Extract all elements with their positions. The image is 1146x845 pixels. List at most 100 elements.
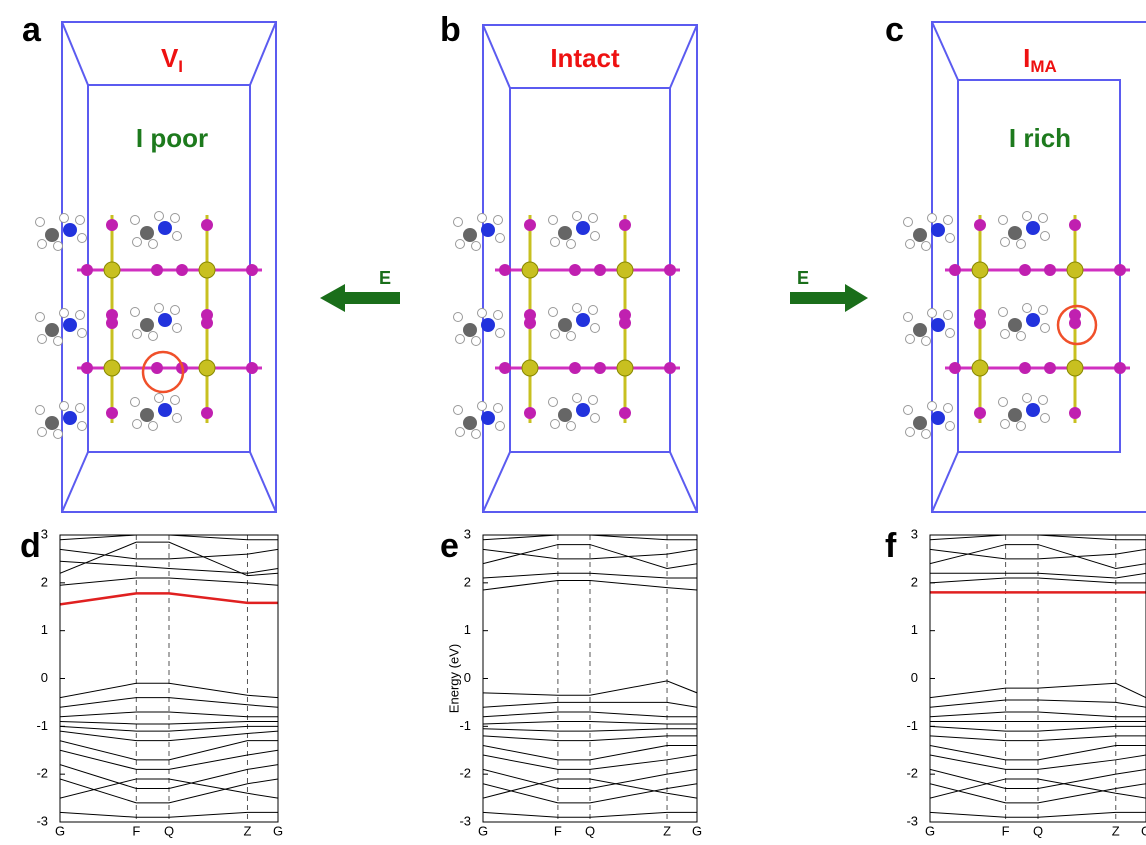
hydrogen-atom	[945, 233, 955, 243]
y-tick-label: 2	[41, 574, 48, 589]
iodine-atom	[524, 219, 536, 231]
x-tick-label: F	[132, 823, 140, 838]
defect-marker	[141, 350, 185, 394]
hydrogen-atom	[927, 213, 937, 223]
nitrogen-atom	[1026, 221, 1040, 235]
band-line	[483, 721, 697, 725]
iodine-atom	[106, 407, 118, 419]
hydrogen-atom	[35, 217, 45, 227]
hydrogen-atom	[471, 336, 481, 346]
y-tick-label: -2	[906, 766, 918, 781]
iodine-atom	[664, 362, 676, 374]
hydrogen-atom	[453, 217, 463, 227]
nitrogen-atom	[158, 313, 172, 327]
iodine-atom	[524, 317, 536, 329]
hydrogen-atom	[1038, 213, 1048, 223]
band-line	[60, 749, 278, 770]
band-line	[930, 711, 1146, 718]
hydrogen-atom	[35, 312, 45, 322]
hydrogen-atom	[170, 305, 180, 315]
panel-letter: e	[440, 527, 459, 565]
hydrogen-atom	[172, 323, 182, 333]
hydrogen-atom	[148, 331, 158, 341]
hydrogen-atom	[588, 213, 598, 223]
hydrogen-atom	[493, 403, 503, 413]
hydrogen-atom	[921, 429, 931, 439]
hydrogen-atom	[130, 307, 140, 317]
y-tick-label: 0	[41, 670, 48, 685]
band-line	[60, 730, 278, 742]
hydrogen-atom	[1000, 419, 1010, 429]
iodine-atom	[1044, 362, 1056, 374]
iodine-atom	[524, 407, 536, 419]
band-line	[930, 735, 1146, 742]
band-line	[60, 721, 278, 725]
hydrogen-atom	[588, 305, 598, 315]
band-line	[930, 544, 1146, 569]
condition-label: I rich	[1009, 123, 1071, 153]
iodine-atom	[1044, 264, 1056, 276]
nitrogen-atom	[576, 403, 590, 417]
y-tick-label: -2	[36, 766, 48, 781]
iodine-atom	[569, 264, 581, 276]
x-tick-label: Q	[585, 823, 595, 838]
hydrogen-atom	[943, 215, 953, 225]
nitrogen-atom	[481, 318, 495, 332]
iodine-atom	[1019, 362, 1031, 374]
band-line	[60, 764, 278, 790]
hydrogen-atom	[588, 395, 598, 405]
hydrogen-atom	[132, 419, 142, 429]
hydrogen-atom	[566, 421, 576, 431]
y-tick-label: 1	[41, 622, 48, 637]
hydrogen-atom	[37, 334, 47, 344]
y-tick-label: 3	[41, 526, 48, 541]
hydrogen-atom	[1040, 323, 1050, 333]
y-tick-label: 3	[911, 526, 918, 541]
nitrogen-atom	[576, 313, 590, 327]
hydrogen-atom	[572, 211, 582, 221]
iodine-atom	[201, 317, 213, 329]
hydrogen-atom	[905, 334, 915, 344]
x-tick-label: Z	[1112, 823, 1120, 838]
cell-frame	[931, 21, 1146, 513]
hydrogen-atom	[927, 401, 937, 411]
lead-atom	[616, 261, 634, 279]
hydrogen-atom	[455, 334, 465, 344]
axes-frame	[929, 534, 1146, 823]
arrow-label: E	[379, 268, 391, 288]
hydrogen-atom	[453, 405, 463, 415]
hydrogen-atom	[998, 307, 1008, 317]
carbon-atom	[558, 408, 572, 422]
hydrogen-atom	[1016, 331, 1026, 341]
panel-letter: d	[20, 527, 41, 565]
iodine-atom	[246, 362, 258, 374]
hydrogen-atom	[1016, 421, 1026, 431]
hydrogen-atom	[35, 405, 45, 415]
band-line	[483, 579, 697, 591]
band-line	[60, 548, 278, 560]
hydrogen-atom	[905, 427, 915, 437]
hydrogen-atom	[998, 215, 1008, 225]
hydrogen-atom	[495, 421, 505, 431]
hydrogen-atom	[130, 397, 140, 407]
y-tick-label: -2	[459, 766, 471, 781]
band-line	[483, 768, 697, 790]
y-tick-label: -1	[36, 718, 48, 733]
lead-atom	[1066, 261, 1084, 279]
iodine-atom	[974, 317, 986, 329]
y-tick-label: -1	[906, 718, 918, 733]
hydrogen-atom	[148, 421, 158, 431]
carbon-atom	[140, 226, 154, 240]
title-main: Intact	[550, 43, 620, 73]
field-arrow	[320, 284, 400, 312]
hydrogen-atom	[1040, 231, 1050, 241]
band-line	[483, 701, 697, 708]
title-sub: MA	[1030, 57, 1056, 76]
band-line	[60, 811, 278, 818]
title-main: I	[1023, 43, 1030, 73]
lead-atom	[616, 359, 634, 377]
hydrogen-atom	[943, 310, 953, 320]
x-tick-label: Z	[244, 823, 252, 838]
iodine-atom	[81, 264, 93, 276]
structure-title: VI	[161, 43, 183, 77]
